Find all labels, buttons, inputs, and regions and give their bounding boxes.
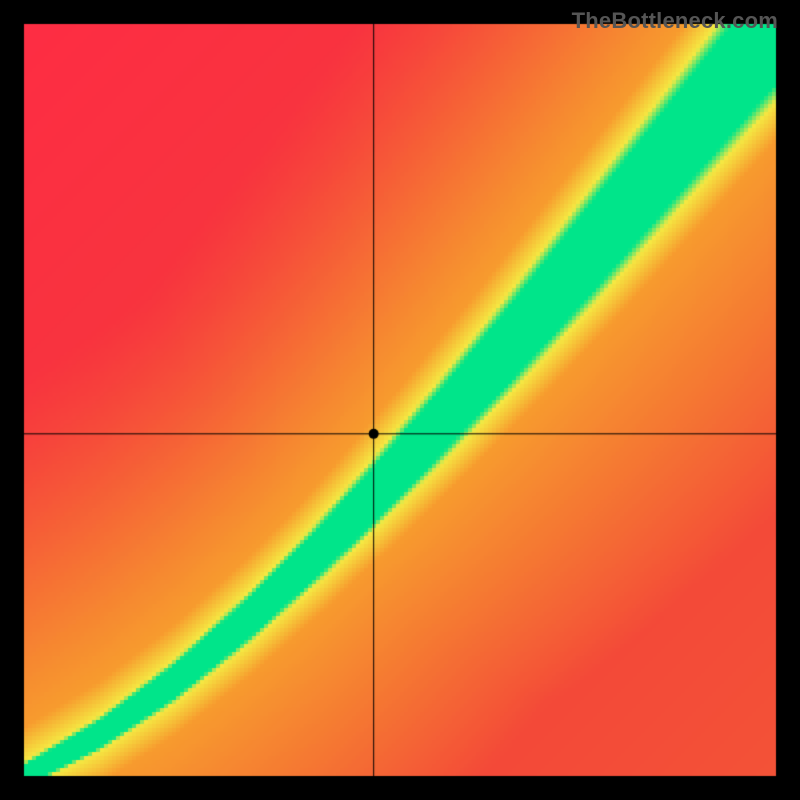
bottleneck-heatmap xyxy=(0,0,800,800)
watermark-text: TheBottleneck.com xyxy=(572,8,778,34)
